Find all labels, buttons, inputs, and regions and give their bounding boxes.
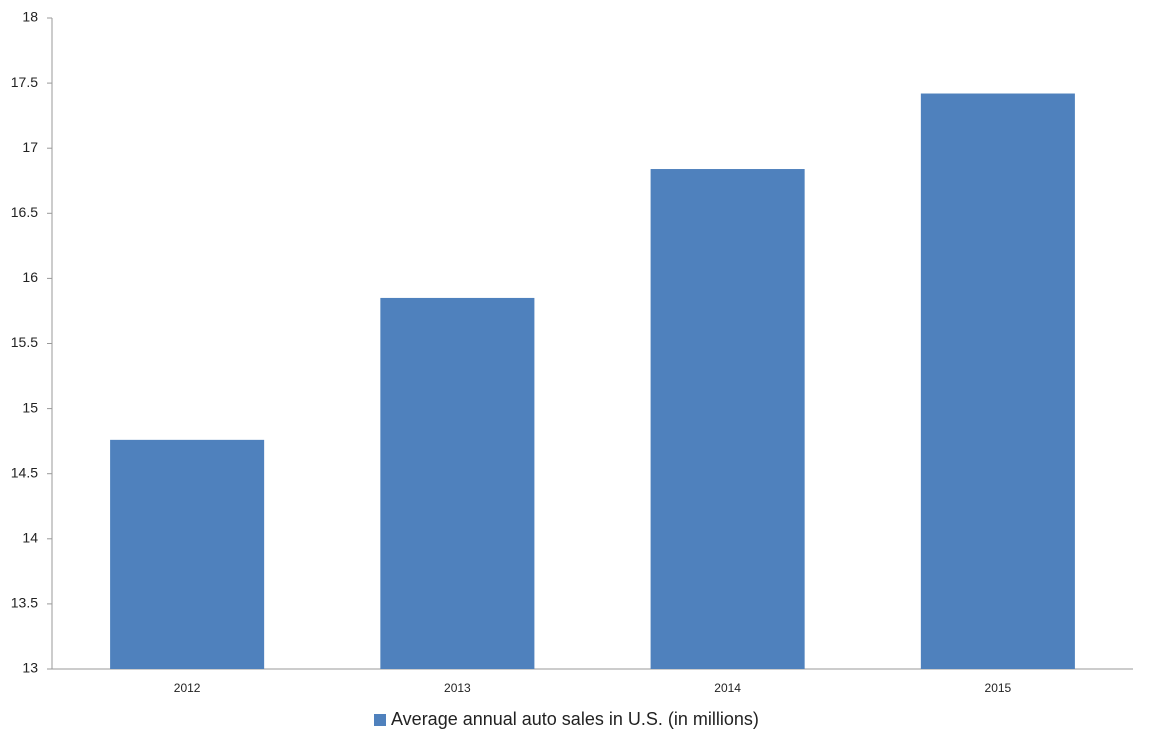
legend-label: Average annual auto sales in U.S. (in mi…	[391, 709, 759, 729]
x-tick-label: 2012	[174, 681, 201, 695]
y-tick-label: 14	[22, 530, 38, 546]
bar	[650, 169, 805, 670]
x-tick-label: 2014	[714, 681, 741, 695]
y-tick-label: 17.5	[11, 74, 38, 90]
x-tick-label: 2015	[985, 681, 1012, 695]
y-tick-label: 17	[22, 139, 38, 155]
bar	[380, 297, 535, 669]
y-tick-label: 13	[22, 660, 38, 676]
legend-swatch	[374, 714, 386, 726]
y-tick-label: 15	[22, 399, 38, 415]
y-tick-label: 16.5	[11, 204, 38, 220]
y-tick-label: 16	[22, 269, 38, 285]
bar	[110, 439, 265, 669]
x-tick-label: 2013	[444, 681, 471, 695]
y-tick-label: 15.5	[11, 334, 38, 350]
y-tick-label: 13.5	[11, 595, 38, 611]
y-tick-label: 18	[22, 9, 38, 25]
y-tick-label: 14.5	[11, 464, 38, 480]
bar	[920, 93, 1075, 670]
